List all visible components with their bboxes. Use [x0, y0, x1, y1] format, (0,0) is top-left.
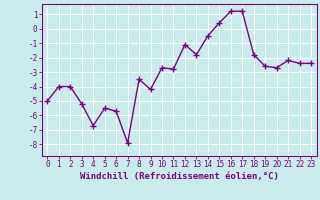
X-axis label: Windchill (Refroidissement éolien,°C): Windchill (Refroidissement éolien,°C) [80, 172, 279, 181]
